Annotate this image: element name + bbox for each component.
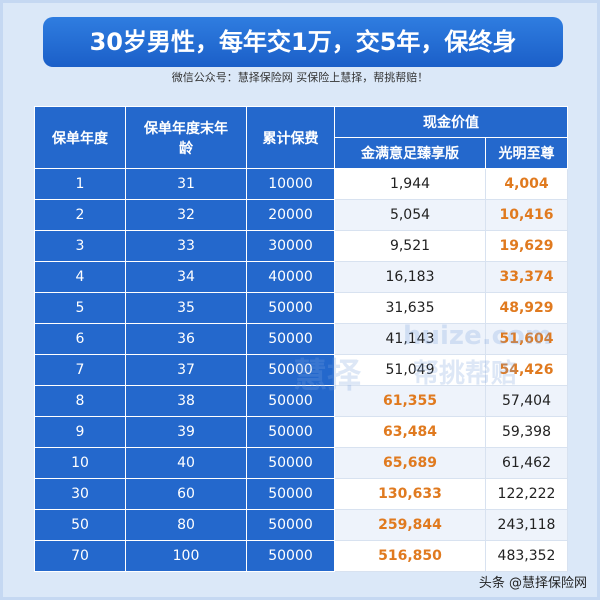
table-cell: 31 <box>125 168 247 200</box>
table-cell: 30000 <box>246 230 335 262</box>
table-cell: 9,521 <box>334 230 486 262</box>
table-cell: 63,484 <box>334 416 486 448</box>
table-cell: 80 <box>125 509 247 541</box>
table-cell: 2 <box>34 199 126 231</box>
table-cell: 10,416 <box>485 199 568 231</box>
table-cell: 10000 <box>246 168 335 200</box>
table-row: 7 37 50000 51,049 54,426 <box>34 354 568 386</box>
table-cell: 50000 <box>246 447 335 479</box>
table-cell: 60 <box>125 478 247 510</box>
table-cell: 65,689 <box>334 447 486 479</box>
table-cell: 20000 <box>246 199 335 231</box>
table-row: 4 34 40000 16,183 33,374 <box>34 261 568 293</box>
table-cell: 37 <box>125 354 247 386</box>
table-cell: 38 <box>125 385 247 417</box>
table-cell: 61,355 <box>334 385 486 417</box>
table-row: 6 36 50000 41,143 51,604 <box>34 323 568 355</box>
table-cell: 57,404 <box>485 385 568 417</box>
table-cell: 30 <box>34 478 126 510</box>
table-row: 9 39 50000 63,484 59,398 <box>34 416 568 448</box>
table-cell: 32 <box>125 199 247 231</box>
table-cell: 41,143 <box>334 323 486 355</box>
table-cell: 16,183 <box>334 261 486 293</box>
table-cell: 50000 <box>246 292 335 324</box>
subtitle: 微信公众号：慧择保险网 买保险上慧择，帮挑帮赔！ <box>171 71 429 84</box>
table-row: 3 33 30000 9,521 19,629 <box>34 230 568 262</box>
table-cell: 61,462 <box>485 447 568 479</box>
table-cell: 33 <box>125 230 247 262</box>
table-row: 50 80 50000 259,844 243,118 <box>34 509 568 541</box>
table-cell: 34 <box>125 261 247 293</box>
table-cell: 483,352 <box>485 540 568 572</box>
table-cell: 39 <box>125 416 247 448</box>
table-cell: 33,374 <box>485 261 568 293</box>
col-header: 现金价值 <box>334 106 568 138</box>
table-row: 8 38 50000 61,355 57,404 <box>34 385 568 417</box>
table-cell: 31,635 <box>334 292 486 324</box>
table-cell: 50000 <box>246 416 335 448</box>
table-cell: 516,850 <box>334 540 486 572</box>
table-cell: 100 <box>125 540 247 572</box>
table-cell: 70 <box>34 540 126 572</box>
table-cell: 50000 <box>246 509 335 541</box>
table-cell: 5,054 <box>334 199 486 231</box>
table-cell: 50000 <box>246 540 335 572</box>
cash-value-table: 保单年度 保单年度末年龄 累计保费 现金价值 金满意足臻享版 光明至尊 1 31 1… <box>34 106 568 572</box>
table-row: 10 40 50000 65,689 61,462 <box>34 447 568 479</box>
table-cell: 36 <box>125 323 247 355</box>
table-cell: 40 <box>125 447 247 479</box>
table-cell: 243,118 <box>485 509 568 541</box>
table-cell: 8 <box>34 385 126 417</box>
table-cell: 19,629 <box>485 230 568 262</box>
table-cell: 1,944 <box>334 168 486 200</box>
col-header: 累计保费 <box>246 106 335 169</box>
table-cell: 259,844 <box>334 509 486 541</box>
table-cell: 48,929 <box>485 292 568 324</box>
table-cell: 51,049 <box>334 354 486 386</box>
table-cell: 10 <box>34 447 126 479</box>
table-cell: 59,398 <box>485 416 568 448</box>
table-cell: 50000 <box>246 323 335 355</box>
title: 30岁男性，每年交1万，交5年，保终身 <box>43 17 563 67</box>
table-cell: 50 <box>34 509 126 541</box>
table-cell: 130,633 <box>334 478 486 510</box>
table-cell: 9 <box>34 416 126 448</box>
table-cell: 51,604 <box>485 323 568 355</box>
table-cell: 50000 <box>246 478 335 510</box>
table-cell: 3 <box>34 230 126 262</box>
table-cell: 35 <box>125 292 247 324</box>
col-header: 光明至尊 <box>485 137 568 169</box>
table-cell: 1 <box>34 168 126 200</box>
table-cell: 50000 <box>246 354 335 386</box>
table-cell: 5 <box>34 292 126 324</box>
table-row: 2 32 20000 5,054 10,416 <box>34 199 568 231</box>
col-header: 金满意足臻享版 <box>334 137 486 169</box>
table-cell: 7 <box>34 354 126 386</box>
col-header: 保单年度 <box>34 106 126 169</box>
table-cell: 50000 <box>246 385 335 417</box>
table-row: 1 31 10000 1,944 4,004 <box>34 168 568 200</box>
table-cell: 40000 <box>246 261 335 293</box>
table-cell: 54,426 <box>485 354 568 386</box>
table-row: 30 60 50000 130,633 122,222 <box>34 478 568 510</box>
table-cell: 4 <box>34 261 126 293</box>
table-cell: 6 <box>34 323 126 355</box>
footer: 头条 @慧择保险网 <box>478 576 587 591</box>
table-row: 5 35 50000 31,635 48,929 <box>34 292 568 324</box>
table-cell: 4,004 <box>485 168 568 200</box>
table-cell: 122,222 <box>485 478 568 510</box>
col-header: 保单年度末年龄 <box>125 106 247 169</box>
table-row: 70 100 50000 516,850 483,352 <box>34 540 568 572</box>
